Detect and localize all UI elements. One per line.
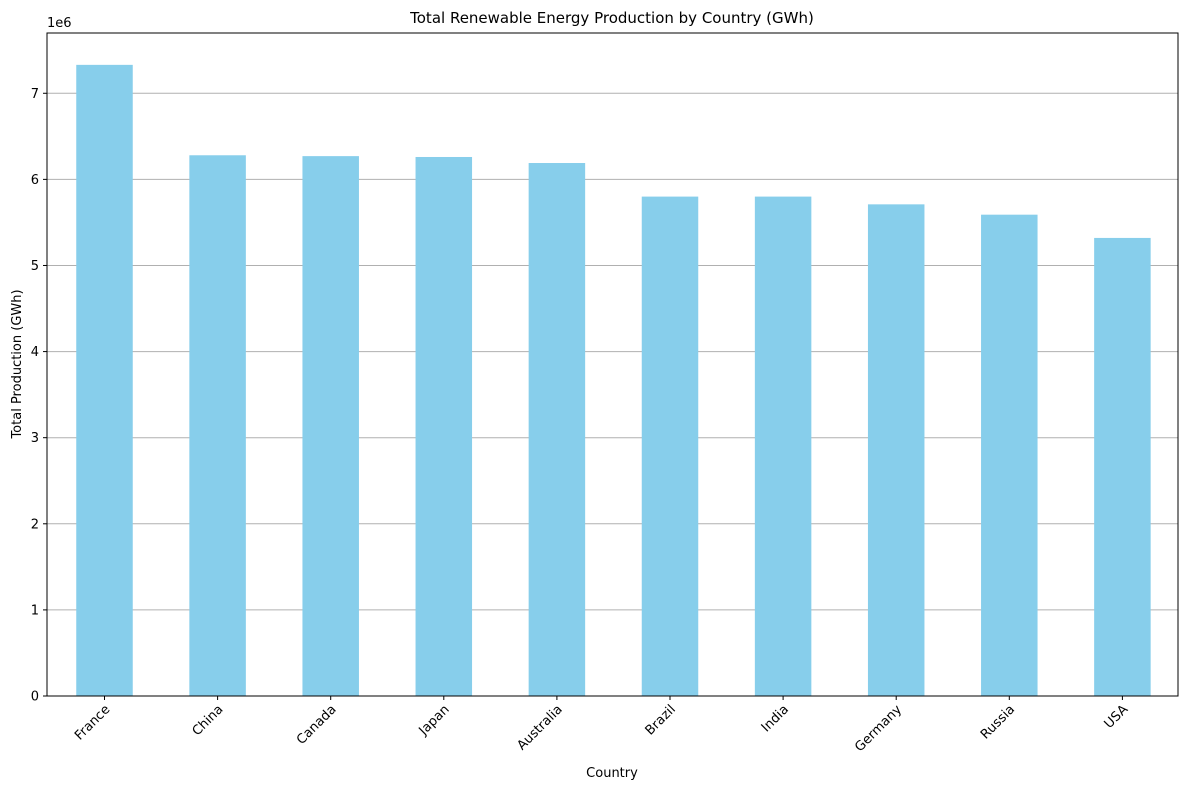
- bar-russia: [981, 214, 1038, 697]
- y-tick-label: 5: [31, 259, 39, 274]
- x-tick-label: Canada: [294, 702, 340, 748]
- bar-japan: [415, 156, 473, 696]
- y-tick-label: 4: [31, 345, 39, 360]
- y-axis-label: Total Production (GWh): [10, 289, 25, 439]
- chart-title: Total Renewable Energy Production by Cou…: [409, 9, 814, 27]
- bar-india: [754, 196, 812, 696]
- y-tick-label: 6: [31, 173, 39, 188]
- bar-germany: [867, 204, 925, 697]
- x-ticks: France China Canada Japan Australia Brazil Ind…: [72, 696, 1131, 755]
- y-tick-label: 7: [31, 87, 39, 102]
- y-tick-label: 0: [31, 690, 39, 705]
- x-tick-label: Russia: [978, 702, 1018, 742]
- bar-canada: [302, 156, 359, 697]
- bars: [76, 64, 1151, 697]
- x-tick-label: USA: [1102, 702, 1132, 732]
- bar-usa: [1094, 237, 1151, 696]
- x-tick-label: France: [72, 702, 113, 743]
- bar-china: [189, 155, 246, 697]
- y-tick-label: 3: [31, 431, 39, 446]
- y-scale-label: 1e6: [47, 16, 72, 31]
- x-tick-label: Brazil: [643, 702, 679, 738]
- x-tick-label: China: [190, 702, 227, 739]
- bar-france: [76, 64, 133, 696]
- x-tick-label: Germany: [852, 702, 905, 755]
- bar-australia: [528, 163, 586, 697]
- y-ticks: 0 1 2 3 4 5 6 7: [31, 87, 47, 705]
- axes-frame: [46, 32, 1179, 697]
- y-tick-label: 1: [31, 603, 39, 618]
- x-tick-label: Japan: [416, 702, 453, 739]
- bar-brazil: [641, 196, 699, 696]
- y-tick-label: 2: [31, 517, 39, 532]
- x-tick-label: India: [759, 702, 792, 735]
- x-axis-label: Country: [586, 766, 638, 781]
- x-tick-label: Australia: [514, 702, 565, 753]
